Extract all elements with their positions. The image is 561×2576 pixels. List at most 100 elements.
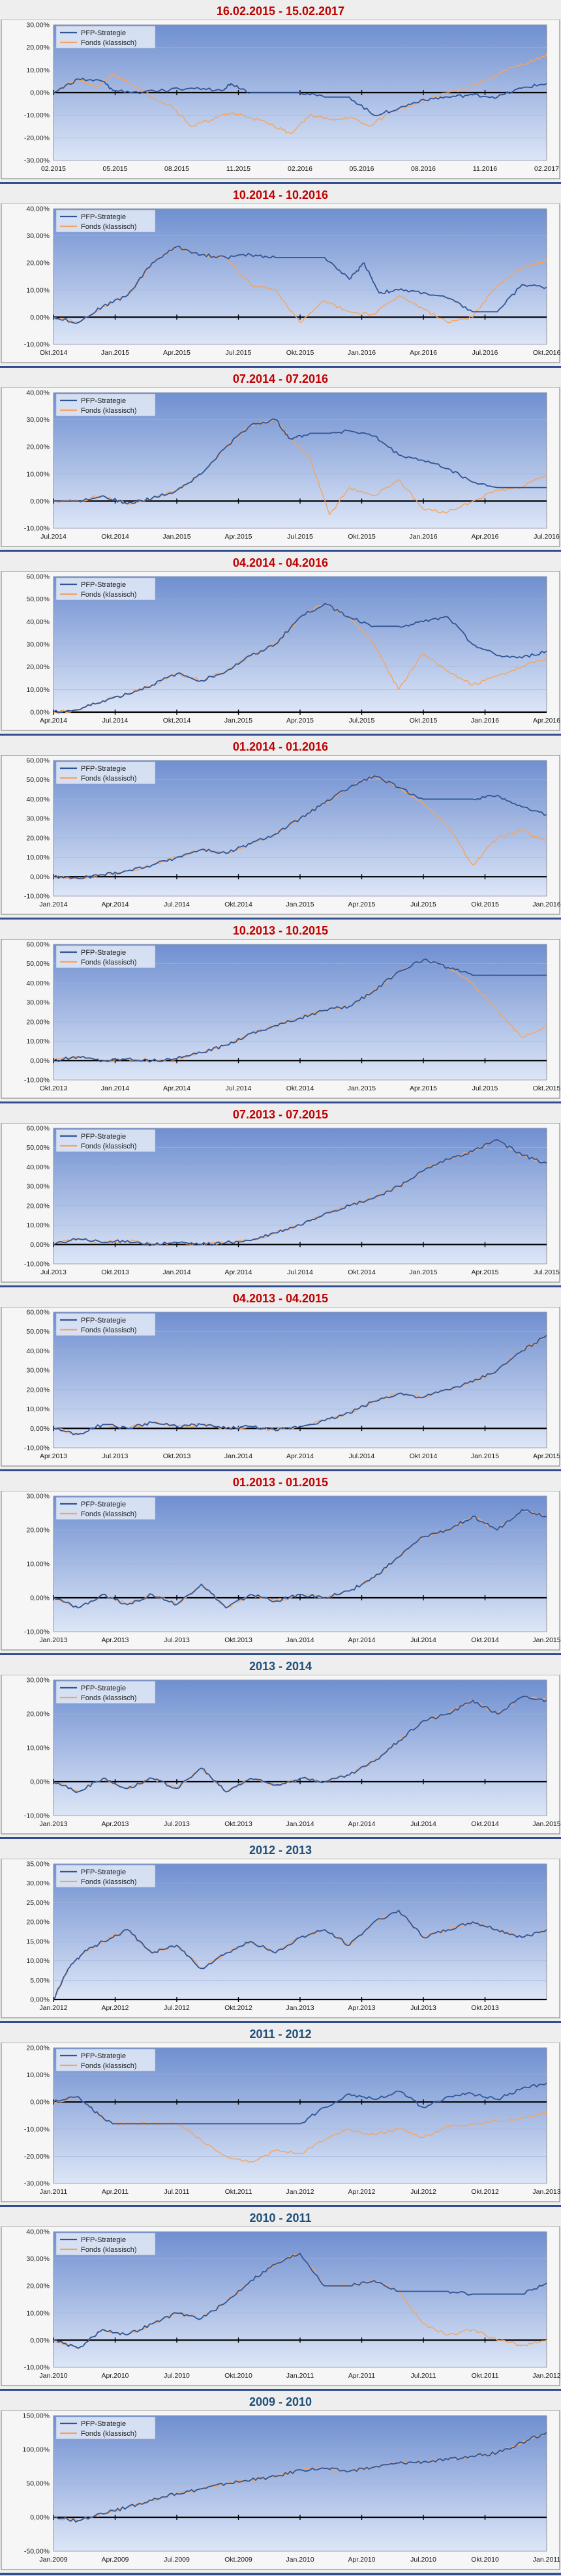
y-tick-label: -10,00% [24,112,50,119]
x-tick-label: Okt.2014 [471,1820,499,1828]
x-tick-label: Okt.2014 [163,717,191,725]
x-tick-label: Jan.2015 [471,1452,499,1460]
series-line-strategy [53,1696,547,1793]
x-tick-label: Okt.2014 [101,533,129,541]
section-separator [0,1285,561,1288]
x-tick-label: Jan.2014 [224,1452,252,1460]
y-tick-label: -30,00% [24,2180,50,2188]
series-line-strategy [53,418,547,505]
x-tick-label: 08.2016 [411,165,436,173]
x-tick-label: Okt.2014 [471,1636,499,1644]
chart-panel: 16.02.2015 - 15.02.2017 30,00% 20,00% 10,00… [0,0,561,183]
x-tick-label: Jan.2015 [162,533,190,541]
y-tick-label: 20,00% [26,663,50,671]
series-line-strategy [53,1139,547,1247]
y-tick-label: 20,00% [26,2283,50,2290]
series-line-fund [53,53,547,134]
x-tick-label: Jul.2010 [410,2556,436,2564]
x-tick-label: Apr.2015 [348,901,375,908]
legend-box [55,761,156,785]
legend-label-strategy: PFP-Strategie [81,949,126,957]
y-tick-label: 50,00% [26,1144,50,1152]
x-tick-label: Jan.2011 [286,2372,314,2380]
x-tick-label: Jul.2015 [534,1268,560,1276]
y-tick-label: 60,00% [26,1309,50,1317]
x-tick-label: Jul.2011 [164,2188,190,2196]
series-line-strategy [53,1508,547,1609]
y-tick-label: 10,00% [26,1221,50,1229]
y-tick-label: 15,00% [26,1938,50,1945]
x-tick-label: Jul.2014 [410,1820,436,1828]
section-separator [0,734,561,736]
x-tick-label: Jul.2012 [164,2004,190,2012]
x-tick-label: Apr.2015 [471,1268,498,1276]
chart-title: 2009 - 2010 [249,2395,312,2408]
y-tick-label: -30,00% [24,157,50,165]
y-tick-label: 0,00% [30,1241,50,1249]
x-tick-label: Okt.2009 [224,2556,252,2564]
legend-label-strategy: PFP-Strategie [81,1868,126,1876]
x-tick-label: Okt.2015 [410,717,438,725]
x-tick-label: Apr.2013 [101,1636,129,1644]
x-tick-label: Apr.2013 [348,2004,375,2012]
chart-title: 07.2014 - 07.2016 [232,372,329,385]
x-tick-label: Okt.2016 [533,349,561,357]
x-tick-label: Jan.2016 [532,901,560,908]
chart-title: 01.2014 - 01.2016 [232,740,329,753]
x-tick-label: Apr.2014 [286,1452,314,1460]
legend: PFP-Strategie Fonds (klassisch) [55,1865,156,1888]
y-tick-label: 40,00% [26,796,50,803]
x-tick-label: Okt.2013 [40,1085,68,1092]
legend-label-fund: Fonds (klassisch) [81,2062,137,2070]
y-tick-label: 0,00% [30,2099,50,2106]
x-tick-label: Okt.2015 [533,1085,561,1092]
x-tick-label: Okt.2012 [224,2004,252,2012]
section-separator [0,2389,561,2391]
section-separator [0,1101,561,1104]
section-separator [0,2573,561,2575]
y-tick-label: 30,00% [26,815,50,823]
x-tick-label: Jul.2013 [164,1820,190,1828]
x-tick-label: 08.2015 [164,165,189,173]
x-tick-label: Jan.2014 [101,1085,129,1092]
x-tick-label: Apr.2015 [533,1452,560,1460]
x-tick-label: 02.2015 [41,165,66,173]
x-tick-label: Apr.2010 [101,2372,129,2380]
x-tick-label: Jan.2014 [162,1268,190,1276]
legend-label-fund: Fonds (klassisch) [81,775,137,783]
legend-label-strategy: PFP-Strategie [81,29,126,37]
x-tick-label: Apr.2012 [101,2004,129,2012]
x-tick-label: Okt.2015 [471,901,499,908]
x-tick-label: Jan.2013 [39,1820,67,1828]
x-tick-label: Jan.2013 [39,1636,67,1644]
x-tick-label: Apr.2014 [348,1636,375,1644]
y-tick-label: -10,00% [24,1261,50,1268]
series-line-fund [53,419,547,515]
chart-svg: 40,00%30,00%20,00%10,00%0,00%-10,00%Okt.… [1,203,561,363]
y-tick-label: 30,00% [26,1367,50,1375]
x-tick-label: Apr.2014 [348,1820,375,1828]
y-tick-label: -10,00% [24,1445,50,1452]
x-tick-label: Jan.2010 [39,2372,67,2380]
y-tick-label: 40,00% [26,1347,50,1355]
series-line-fund [53,2096,547,2163]
legend: PFP-Strategie Fonds (klassisch) [55,393,156,417]
x-tick-label: Jan.2011 [40,2188,68,2196]
x-tick-label: Apr.2014 [163,1085,190,1092]
y-tick-label: 40,00% [26,205,50,213]
y-tick-label: 30,00% [26,1493,50,1501]
y-tick-label: 60,00% [26,1125,50,1133]
y-tick-label: 0,00% [30,873,50,881]
legend-label-strategy: PFP-Strategie [81,581,126,589]
x-tick-label: 02.2016 [288,165,312,173]
series-line-strategy [53,958,547,1063]
x-tick-label: Jul.2014 [164,901,190,908]
x-tick-label: Okt.2015 [348,533,376,541]
legend-label-fund: Fonds (klassisch) [81,1878,137,1886]
legend-label-fund: Fonds (klassisch) [81,1510,137,1518]
y-tick-label: 30,00% [26,22,50,29]
y-tick-label: 60,00% [26,941,50,949]
chart-title: 2013 - 2014 [249,1660,312,1673]
x-tick-label: Apr.2015 [224,533,252,541]
legend: PFP-Strategie Fonds (klassisch) [55,25,156,49]
